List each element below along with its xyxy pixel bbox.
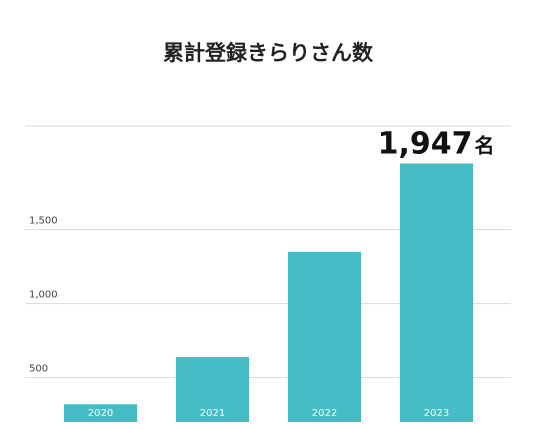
y-axis-tick-labels: 500 1,000 1,500 (29, 216, 58, 375)
highlight-value-label: 1,947 (378, 126, 473, 161)
bars (64, 163, 473, 422)
y-tick-label: 500 (29, 364, 48, 375)
x-tick-label: 2022 (312, 408, 337, 419)
highlight-unit-label: 名 (475, 133, 495, 157)
x-axis-tick-labels: 2020 2021 2022 2023 (88, 408, 449, 419)
bar-2023 (400, 163, 473, 422)
y-tick-label: 1,000 (29, 290, 58, 301)
chart-title: 累計登録きらりさん数 (163, 41, 374, 65)
x-tick-label: 2021 (200, 408, 225, 419)
bar-2022 (288, 251, 361, 422)
x-tick-label: 2020 (88, 408, 113, 419)
y-tick-label: 1,500 (29, 216, 58, 227)
bar-2020 (64, 404, 137, 422)
x-tick-label: 2023 (424, 408, 449, 419)
bar-2021 (176, 356, 249, 422)
